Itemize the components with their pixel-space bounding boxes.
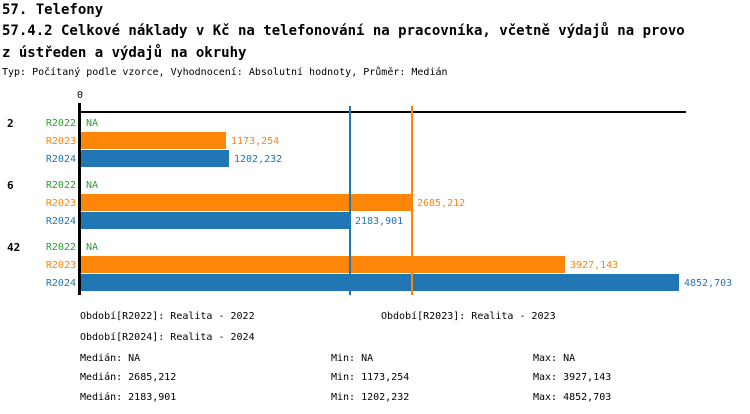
stat-min-r2024: Min: 1202,232 <box>331 392 410 403</box>
stat-median-r2022: Medián: NA <box>80 353 141 364</box>
bar-value-label: 1202,232 <box>234 154 283 165</box>
stat-min-r2023: Min: 1173,254 <box>331 372 410 383</box>
stat-median-r2024: Medián: 2183,901 <box>80 392 177 403</box>
chart-meta-info: Typ: Počítaný podle vzorce, Vyhodnocení:… <box>2 67 448 78</box>
stat-max-r2024: Max: 4852,703 <box>533 392 612 403</box>
median-line-r2023 <box>411 106 413 295</box>
stat-max-r2022: Max: NA <box>533 353 576 364</box>
stat-min-r2022: Min: NA <box>331 353 374 364</box>
series-label: R2024 <box>45 278 76 289</box>
bar-value-label: 4852,703 <box>684 278 733 289</box>
bar-r2024 <box>81 274 679 291</box>
na-value-label: NA <box>86 118 99 129</box>
bar-value-label: 1173,254 <box>231 136 280 147</box>
bar-r2024 <box>81 150 229 167</box>
series-label: R2023 <box>45 198 76 209</box>
bar-value-label: 2685,212 <box>417 198 466 209</box>
series-label: R2024 <box>45 154 76 165</box>
na-value-label: NA <box>86 242 99 253</box>
bar-r2023 <box>81 132 226 149</box>
bar-r2023 <box>81 256 565 273</box>
median-line-r2024 <box>349 106 351 295</box>
chart-subtitle-line2: z ústředen a výdajů na okruhy <box>2 45 247 61</box>
series-label: R2023 <box>45 136 76 147</box>
bar-value-label: 2183,901 <box>355 216 404 227</box>
y-axis-line <box>78 103 81 295</box>
series-label: R2023 <box>45 260 76 271</box>
bar-r2023 <box>81 194 412 211</box>
series-label: R2022 <box>45 180 76 191</box>
legend-item-r2023: Období[R2023]: Realita - 2023 <box>381 311 556 322</box>
x-axis-line <box>78 111 686 113</box>
x-axis-zero-label: 0 <box>76 90 84 101</box>
chart-subtitle-line1: 57.4.2 Celkové náklady v Kč na telefonov… <box>2 23 685 39</box>
legend-item-r2022: Období[R2022]: Realita - 2022 <box>80 311 255 322</box>
stat-max-r2023: Max: 3927,143 <box>533 372 612 383</box>
group-label: 2 <box>7 117 14 130</box>
bar-r2024 <box>81 212 350 229</box>
series-label: R2022 <box>45 242 76 253</box>
group-label: 42 <box>7 241 21 254</box>
page-title: 57. Telefony <box>2 2 104 18</box>
series-label: R2024 <box>45 216 76 227</box>
group-label: 6 <box>7 179 14 192</box>
bar-value-label: 3927,143 <box>570 260 619 271</box>
na-value-label: NA <box>86 180 99 191</box>
series-label: R2022 <box>45 118 76 129</box>
stat-median-r2023: Medián: 2685,212 <box>80 372 177 383</box>
legend-item-r2024: Období[R2024]: Realita - 2024 <box>80 332 255 343</box>
